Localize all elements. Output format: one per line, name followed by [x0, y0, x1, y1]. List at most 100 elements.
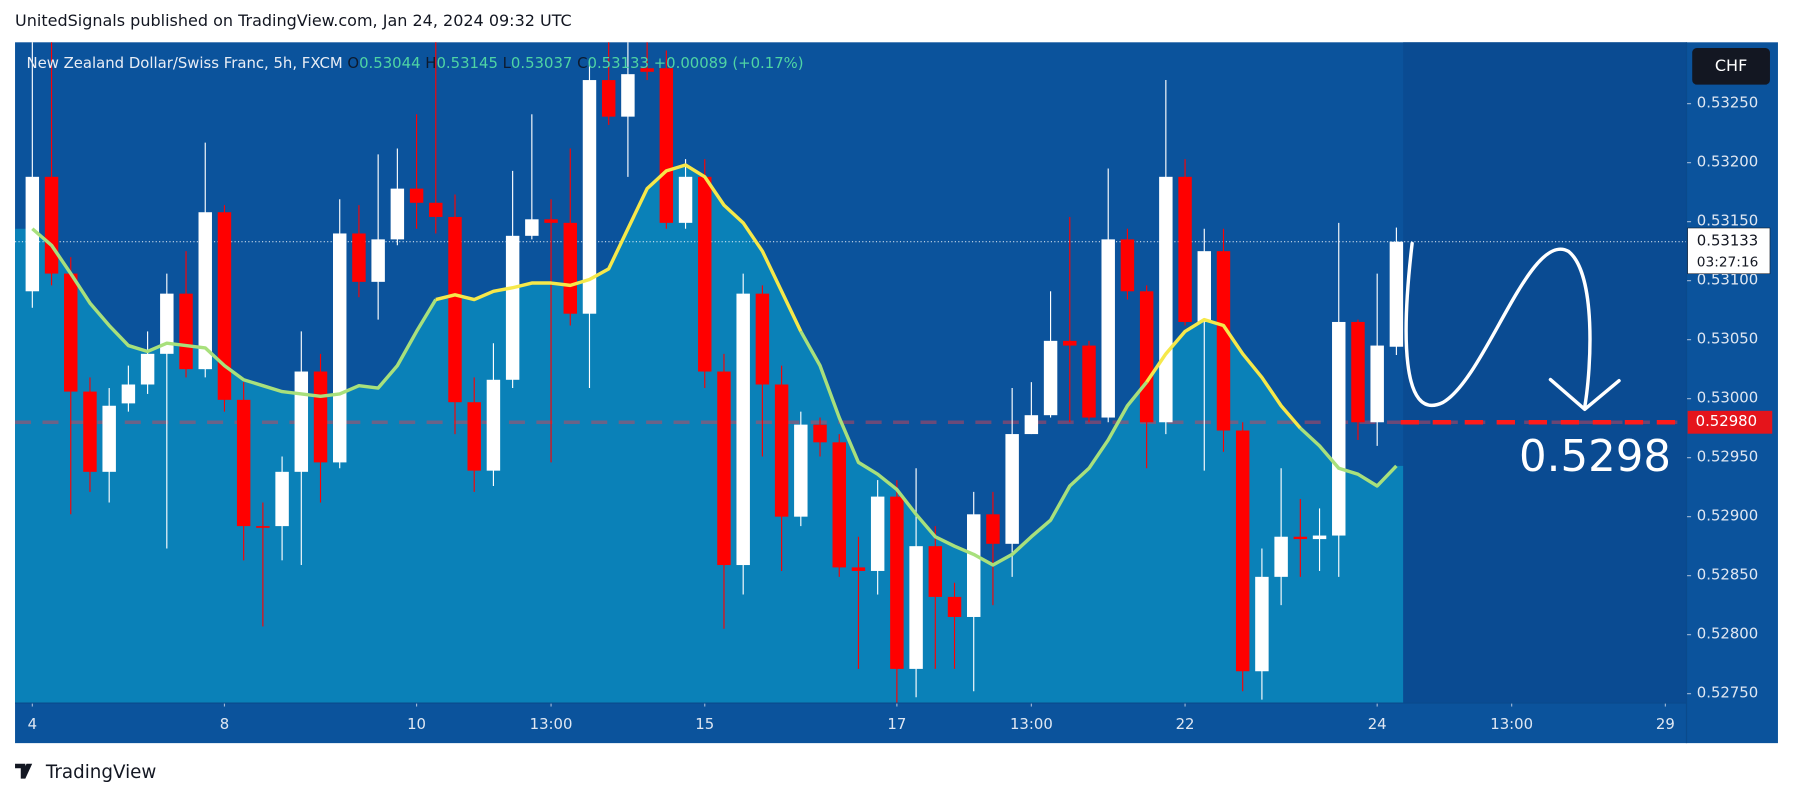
candle-body [1332, 321, 1346, 536]
candle-body [947, 596, 962, 617]
candle-body [1139, 291, 1154, 423]
candle-body [333, 233, 347, 463]
candle-body [275, 471, 289, 527]
candle-body [698, 176, 712, 372]
candle-body [1197, 251, 1211, 322]
candle-body [1370, 345, 1384, 423]
hand-arrow [1404, 241, 1621, 412]
candle-body [44, 176, 59, 274]
level-label: 0.52980 [1696, 412, 1757, 430]
x-tick-label: 13:00 [1490, 715, 1533, 733]
candle-body [1216, 251, 1231, 431]
y-tick-label: 0.53100 [1697, 271, 1758, 289]
price-label: 0.53133 [1697, 232, 1758, 250]
candle-body [1024, 415, 1039, 435]
logo: TradingView [15, 762, 156, 783]
candle-body [486, 379, 501, 471]
candle-body [83, 391, 97, 472]
candle-body [217, 212, 232, 400]
header: UnitedSignals published on TradingView.c… [15, 11, 572, 30]
candle-body [1082, 345, 1096, 418]
candle-body [409, 188, 424, 203]
plot: 0.52750 0.52800 0.52850 0.52900 0.52950 0.530… [15, 42, 1758, 733]
candle-body [1389, 241, 1404, 347]
x-tick-label: 17 [887, 715, 906, 733]
ma-line [31, 227, 1398, 567]
candle-body [236, 399, 251, 527]
candle-body [544, 219, 558, 223]
y-tick-label: 0.53050 [1697, 330, 1758, 348]
legend-label: H [425, 54, 436, 72]
candle-body [102, 405, 116, 472]
candle-body [294, 371, 309, 472]
y-tick-label: 0.52900 [1697, 507, 1758, 525]
candle-body [794, 424, 808, 517]
countdown: 03:27:16 [1697, 254, 1759, 270]
ma-area [15, 165, 1404, 704]
candle-body [1120, 239, 1135, 292]
logo-dot [24, 764, 31, 770]
candle-body [601, 80, 616, 117]
candle-body [1159, 176, 1173, 423]
candle-body [429, 202, 443, 217]
x-tick-label: 8 [220, 715, 229, 733]
legend-change-pct: (+0.17%) [732, 54, 803, 72]
candle-body [1255, 576, 1269, 672]
x-tick-label: 13:00 [530, 715, 573, 733]
candle-body [505, 235, 520, 380]
candle-body [448, 216, 462, 403]
candle-body [582, 80, 597, 314]
legend-change: +0.00089 [654, 54, 728, 72]
candle-body [371, 239, 385, 282]
candle-body [25, 176, 40, 292]
candle-body [909, 546, 923, 669]
candle-body [121, 384, 136, 404]
candle-body [1178, 176, 1192, 322]
candle-body [659, 68, 674, 223]
candle-body [832, 442, 846, 568]
candle-body [1043, 340, 1058, 416]
candle-body [736, 293, 750, 566]
candle-body [1063, 340, 1077, 346]
candle-body [621, 74, 635, 117]
legend-value: 0.53044 [359, 54, 420, 72]
candle-body [160, 293, 174, 354]
x-tick-label: 24 [1368, 715, 1387, 733]
candle-body [313, 371, 328, 463]
candle-body [1351, 321, 1365, 423]
candle-body [986, 514, 1000, 544]
x-tick-label: 29 [1656, 715, 1675, 733]
candle-body [1293, 536, 1308, 540]
candle-body [198, 212, 212, 370]
candle-body [1101, 239, 1115, 418]
x-tick-label: 10 [407, 715, 426, 733]
candle-body [967, 514, 981, 617]
price-badge [1687, 227, 1771, 275]
candle-body [140, 353, 155, 385]
candle-body [813, 424, 827, 443]
x-tick-label: 4 [28, 715, 37, 733]
candle-body [563, 222, 577, 314]
legend-label: O [347, 54, 359, 72]
candle-body [1312, 535, 1327, 540]
future-bg [1403, 42, 1687, 704]
legend-label: C [577, 54, 587, 72]
candle-body [928, 546, 943, 597]
x-tick-label: 22 [1176, 715, 1195, 733]
candle-body [467, 402, 481, 471]
footer: TradingView [45, 762, 157, 783]
candle-body [890, 496, 904, 669]
currency-badge[interactable] [1692, 48, 1770, 85]
candle-body [256, 526, 270, 528]
y-tick-label: 0.52800 [1697, 625, 1758, 643]
legend-value: 0.53133 [588, 54, 649, 72]
candle-body [1235, 430, 1250, 672]
candle-body [352, 233, 366, 282]
candle-body [678, 176, 693, 223]
legend-symbol: New Zealand Dollar/Swiss Franc, 5h, FXCM [26, 54, 342, 72]
candle-body [851, 567, 866, 571]
ma-line [435, 163, 1302, 430]
candle-body [640, 68, 654, 72]
candle-body [1274, 536, 1288, 577]
